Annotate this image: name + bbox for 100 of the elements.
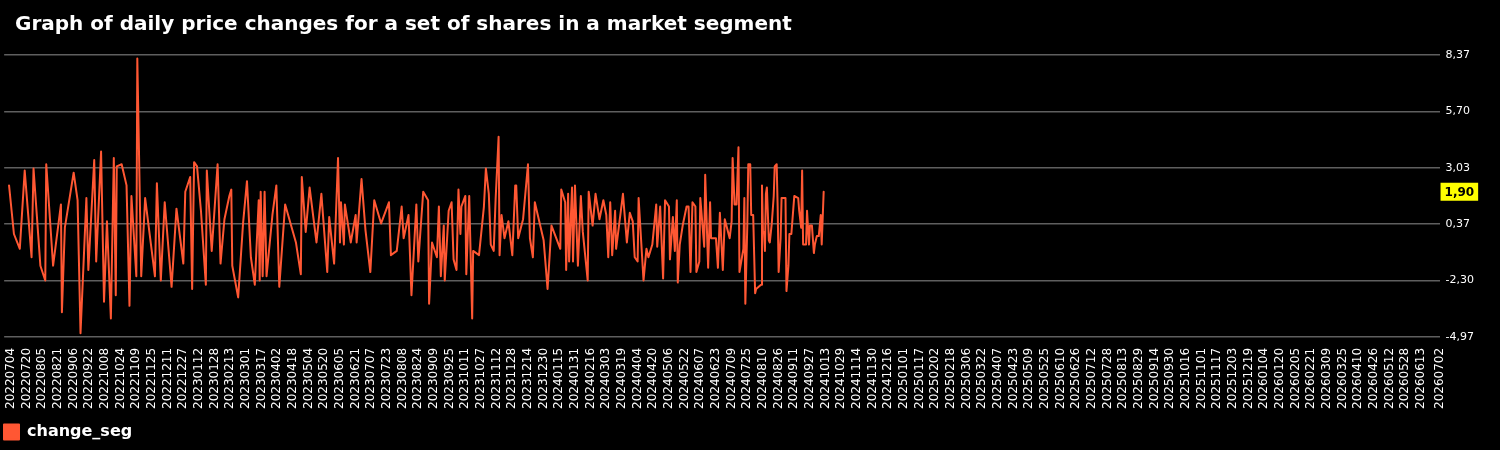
- x-tick-label: 20240911: [786, 347, 801, 409]
- x-tick-label: 20221227: [175, 347, 190, 409]
- x-tick-label: 20240709: [723, 347, 738, 409]
- x-tick-label: 20230402: [269, 347, 284, 409]
- x-tick-label: 20240404: [629, 347, 644, 409]
- x-tick-label: 20250626: [1068, 347, 1083, 409]
- x-tick-label: 20220922: [81, 347, 96, 409]
- x-tick-label: 20250509: [1021, 347, 1036, 409]
- x-tick-label: 20260410: [1350, 347, 1365, 409]
- x-tick-label: 20230213: [222, 347, 237, 409]
- x-tick-label: 20260325: [1334, 347, 1349, 409]
- x-tick-label: 20250218: [943, 347, 958, 409]
- x-tick-label: 20230504: [300, 347, 315, 409]
- x-tick-label: 20231112: [488, 347, 503, 409]
- x-tick-label: 20260221: [1303, 347, 1318, 409]
- x-tick-label: 20250117: [911, 347, 926, 409]
- x-tick-label: 20231011: [457, 347, 472, 409]
- x-tick-label: 20250101: [896, 347, 911, 409]
- x-tick-label: 20251203: [1225, 347, 1240, 409]
- x-tick-label: 20250525: [1037, 347, 1052, 409]
- x-tick-label: 20260528: [1397, 347, 1412, 409]
- x-tick-label: 20230301: [238, 347, 253, 409]
- x-tick-label: 20230925: [441, 347, 456, 409]
- x-tick-label: 20231230: [535, 347, 550, 409]
- x-tick-label: 20240319: [614, 347, 629, 409]
- x-tick-label: 20230909: [426, 347, 441, 409]
- y-tick-label: 0,37: [1445, 216, 1471, 230]
- x-tick-label: 20230808: [394, 347, 409, 409]
- x-tick-label: 20241130: [864, 347, 879, 409]
- x-tick-label: 20240303: [598, 347, 613, 409]
- y-tick-label: 5,70: [1445, 104, 1471, 118]
- x-tick-label: 20250322: [974, 347, 989, 409]
- x-tick-label: 20240826: [770, 347, 785, 409]
- x-tick-label: 20240115: [551, 347, 566, 409]
- x-tick-label: 20260512: [1381, 347, 1396, 409]
- x-tick-label: 20221211: [159, 347, 174, 409]
- x-tick-label: 20251016: [1178, 347, 1193, 409]
- x-tick-label: 20250712: [1084, 347, 1099, 409]
- x-tick-label: 20250423: [1005, 347, 1020, 409]
- x-tick-label: 20240725: [739, 347, 754, 409]
- x-tick-label: 20250610: [1052, 347, 1067, 409]
- x-tick-label: 20230621: [347, 347, 362, 409]
- x-tick-label: 20260309: [1319, 347, 1334, 409]
- x-tick-label: 20230605: [332, 347, 347, 409]
- x-tick-label: 20250306: [958, 347, 973, 409]
- legend-label: change_seg: [27, 421, 133, 441]
- x-tick-label: 20260426: [1366, 347, 1381, 409]
- x-tick-label: 20240216: [582, 347, 597, 409]
- x-tick-label: 20250914: [1146, 347, 1161, 409]
- x-tick-label: 20230128: [206, 347, 221, 409]
- x-tick-label: 20221125: [144, 347, 159, 409]
- x-tick-label: 20220805: [34, 347, 49, 409]
- x-tick-label: 20250728: [1099, 347, 1114, 409]
- y-tick-label: 8,37: [1445, 47, 1471, 61]
- y-tick-label: -2,30: [1445, 273, 1475, 287]
- x-tick-label: 20260205: [1287, 347, 1302, 409]
- x-tick-label: 20221024: [112, 347, 127, 409]
- x-tick-label: 20230723: [379, 347, 394, 409]
- x-tick-label: 20260613: [1413, 347, 1428, 409]
- chart-title: Graph of daily price changes for a set of shares in a market segment: [15, 11, 793, 36]
- x-tick-label: 20240506: [661, 347, 676, 409]
- x-tick-label: 20250202: [927, 347, 942, 409]
- x-tick-label: 20230824: [410, 347, 425, 409]
- x-tick-label: 20231027: [473, 347, 488, 409]
- x-tick-label: 20250407: [990, 347, 1005, 409]
- x-tick-label: 20241114: [849, 347, 864, 409]
- x-tick-label: 20250930: [1162, 347, 1177, 409]
- x-tick-label: 20241013: [817, 347, 832, 409]
- y-tick-label: -4,97: [1445, 329, 1475, 343]
- x-tick-label: 20221008: [97, 347, 112, 409]
- x-tick-label: 20230520: [316, 347, 331, 409]
- x-tick-label: 20221109: [128, 347, 143, 409]
- x-tick-label: 20240420: [645, 347, 660, 409]
- x-tick-label: 20220720: [18, 347, 33, 409]
- y-tick-label: 3,03: [1445, 160, 1471, 174]
- x-tick-label: 20241029: [833, 347, 848, 409]
- x-tick-label: 20230112: [191, 347, 206, 409]
- x-tick-label: 20260120: [1272, 347, 1287, 409]
- x-tick-label: 20241216: [880, 347, 895, 409]
- x-tick-label: 20231214: [520, 347, 535, 409]
- x-tick-label: 20251219: [1240, 347, 1255, 409]
- x-tick-label: 20230418: [285, 347, 300, 409]
- x-tick-label: 20240623: [708, 347, 723, 409]
- x-tick-label: 20220704: [3, 347, 18, 409]
- x-tick-label: 20250813: [1115, 347, 1130, 409]
- x-tick-label: 20240927: [802, 347, 817, 409]
- x-tick-label: 20250829: [1131, 347, 1146, 409]
- x-tick-label: 20230707: [363, 347, 378, 409]
- x-tick-label: 20251117: [1209, 347, 1224, 409]
- annotation: 1,90: [1444, 184, 1475, 199]
- x-tick-label: 20220821: [50, 347, 65, 409]
- x-tick-label: 20231128: [504, 347, 519, 409]
- x-tick-label: 20251101: [1193, 347, 1208, 409]
- x-tick-label: 20240522: [676, 347, 691, 409]
- x-tick-label: 20220906: [65, 347, 80, 409]
- x-tick-label: 20260104: [1256, 347, 1271, 409]
- x-tick-label: 20260702: [1431, 347, 1446, 409]
- x-tick-label: 20240607: [692, 347, 707, 409]
- x-tick-label: 20240810: [755, 347, 770, 409]
- x-tick-label: 20230317: [253, 347, 268, 409]
